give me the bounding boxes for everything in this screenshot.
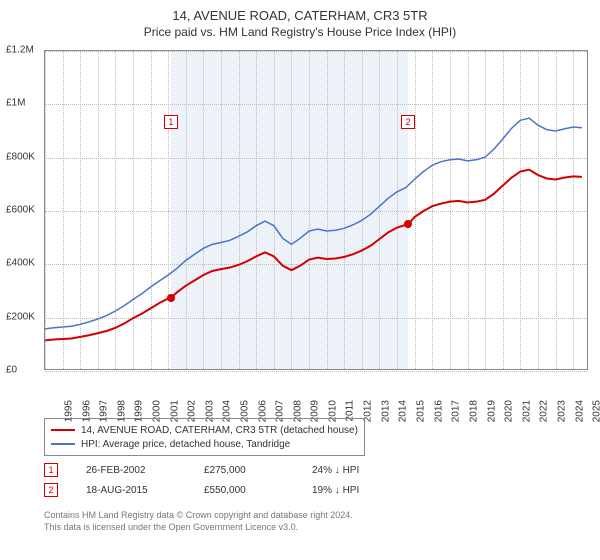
sales-row-price: £550,000 bbox=[204, 485, 284, 496]
legend-row: 14, AVENUE ROAD, CATERHAM, CR3 5TR (deta… bbox=[51, 423, 358, 437]
footer-text: Contains HM Land Registry data © Crown c… bbox=[44, 510, 353, 533]
chart-container: 14, AVENUE ROAD, CATERHAM, CR3 5TR Price… bbox=[0, 0, 600, 560]
sales-row-marker: 1 bbox=[44, 463, 58, 477]
y-tick-label: £0 bbox=[6, 365, 17, 376]
x-tick-label: 2014 bbox=[398, 400, 409, 422]
footer-line-2: This data is licensed under the Open Gov… bbox=[44, 522, 353, 534]
plot-area: 12 bbox=[44, 50, 588, 370]
sales-row: 2 18-AUG-2015 £550,000 19% ↓ HPI bbox=[44, 480, 359, 500]
x-tick-label: 2015 bbox=[415, 400, 426, 422]
legend-row: HPI: Average price, detached house, Tand… bbox=[51, 437, 358, 451]
sales-row-marker: 2 bbox=[44, 483, 58, 497]
x-tick-label: 2025 bbox=[591, 400, 600, 422]
x-tick-label: 2017 bbox=[451, 400, 462, 422]
series-hpi bbox=[45, 118, 582, 329]
y-tick-label: £400K bbox=[6, 258, 35, 269]
y-tick-label: £600K bbox=[6, 205, 35, 216]
series-svg bbox=[45, 51, 589, 371]
sale-marker-box: 1 bbox=[164, 115, 178, 129]
y-tick-label: £1.2M bbox=[6, 45, 34, 56]
x-tick-label: 2022 bbox=[539, 400, 550, 422]
legend-swatch bbox=[51, 429, 75, 431]
y-tick-label: £1M bbox=[6, 98, 25, 109]
x-tick-label: 2020 bbox=[503, 400, 514, 422]
sale-marker-box: 2 bbox=[401, 115, 415, 129]
x-tick-label: 2019 bbox=[486, 400, 497, 422]
x-tick-label: 2021 bbox=[521, 400, 532, 422]
x-tick-label: 2023 bbox=[556, 400, 567, 422]
sales-row-date: 26-FEB-2002 bbox=[86, 465, 176, 476]
legend-label: 14, AVENUE ROAD, CATERHAM, CR3 5TR (deta… bbox=[81, 425, 358, 436]
sales-row-delta: 24% ↓ HPI bbox=[312, 465, 359, 476]
legend-label: HPI: Average price, detached house, Tand… bbox=[81, 439, 290, 450]
x-tick-label: 2016 bbox=[433, 400, 444, 422]
y-tick-label: £200K bbox=[6, 311, 35, 322]
sales-row-date: 18-AUG-2015 bbox=[86, 485, 176, 496]
chart-title: 14, AVENUE ROAD, CATERHAM, CR3 5TR bbox=[0, 8, 600, 23]
legend-box: 14, AVENUE ROAD, CATERHAM, CR3 5TR (deta… bbox=[44, 418, 365, 456]
y-tick-label: £800K bbox=[6, 151, 35, 162]
series-price_paid bbox=[45, 170, 582, 341]
x-tick-label: 2018 bbox=[468, 400, 479, 422]
footer-line-1: Contains HM Land Registry data © Crown c… bbox=[44, 510, 353, 522]
sale-marker-dot bbox=[167, 294, 175, 302]
sales-row: 1 26-FEB-2002 £275,000 24% ↓ HPI bbox=[44, 460, 359, 480]
sale-marker-dot bbox=[404, 220, 412, 228]
chart-subtitle: Price paid vs. HM Land Registry's House … bbox=[0, 25, 600, 39]
x-tick-label: 2024 bbox=[574, 400, 585, 422]
sales-row-delta: 19% ↓ HPI bbox=[312, 485, 359, 496]
title-block: 14, AVENUE ROAD, CATERHAM, CR3 5TR Price… bbox=[0, 0, 600, 43]
sales-row-price: £275,000 bbox=[204, 465, 284, 476]
x-tick-label: 2013 bbox=[380, 400, 391, 422]
sales-table: 1 26-FEB-2002 £275,000 24% ↓ HPI 2 18-AUG-201… bbox=[44, 460, 359, 500]
legend-swatch bbox=[51, 443, 75, 445]
gridline-h bbox=[45, 371, 587, 372]
